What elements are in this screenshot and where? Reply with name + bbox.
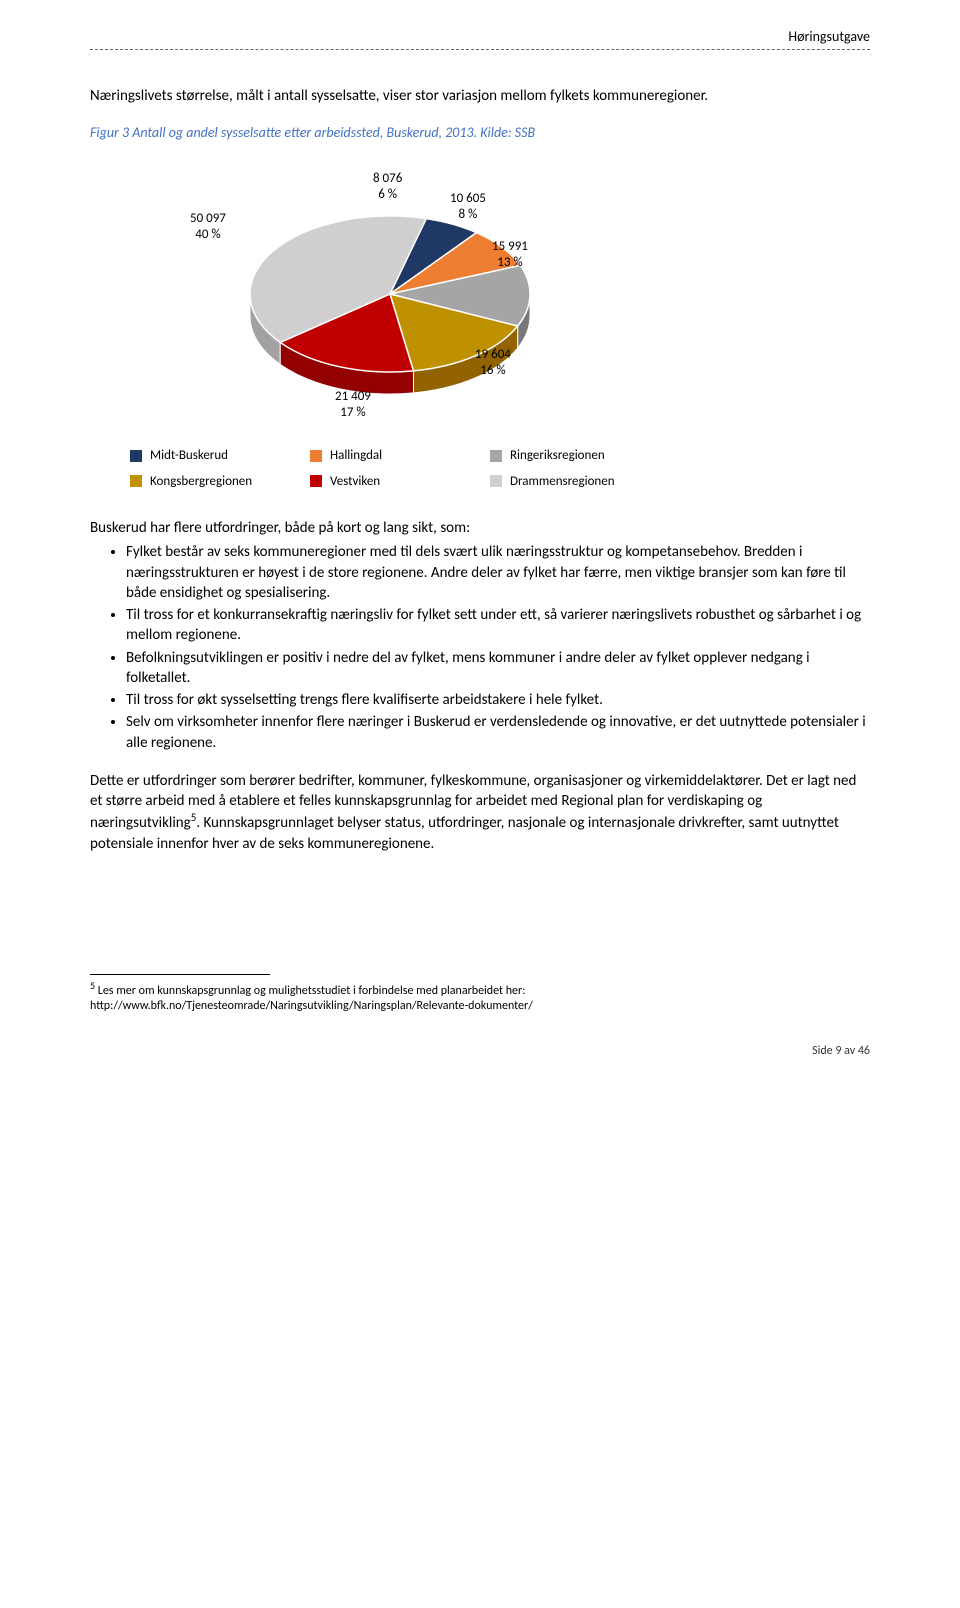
legend-item: Ringeriksregionen: [490, 447, 650, 465]
pie-label: 15 99113 %: [492, 239, 528, 272]
header-label: Høringsutgave: [90, 28, 870, 47]
legend-swatch: [490, 450, 502, 462]
legend-label: Vestviken: [330, 473, 380, 491]
intro-paragraph: Næringslivets størrelse, målt i antall s…: [90, 86, 870, 106]
pie-label: 8 0766 %: [373, 171, 402, 204]
pie-label: 19 60416 %: [475, 347, 511, 380]
footnote-text: Les mer om kunnskapsgrunnlag og mulighet…: [90, 984, 533, 1014]
closing-paragraph: Dette er utfordringer som berører bedrif…: [90, 771, 870, 854]
bullet-item: Selv om virksomheter innenfor flere næri…: [126, 712, 870, 753]
bullet-item: Til tross for økt sysselsetting trengs f…: [126, 690, 870, 710]
legend-label: Ringeriksregionen: [510, 447, 605, 465]
pie-label: 10 6058 %: [450, 191, 486, 224]
legend-swatch: [130, 475, 142, 487]
legend-swatch: [310, 475, 322, 487]
legend-label: Midt-Buskerud: [150, 447, 228, 465]
legend-label: Kongsbergregionen: [150, 473, 252, 491]
pie-label: 21 40917 %: [335, 389, 371, 422]
legend-label: Hallingdal: [330, 447, 382, 465]
legend-swatch: [490, 475, 502, 487]
legend-item: Kongsbergregionen: [130, 473, 290, 491]
legend-swatch: [130, 450, 142, 462]
subheading: Buskerud har flere utfordringer, både på…: [90, 518, 870, 538]
legend-item: Vestviken: [310, 473, 470, 491]
legend-swatch: [310, 450, 322, 462]
pie-stage: 8 0766 % 10 6058 %15 99113 % 19 60416 % 21 …: [130, 159, 650, 439]
pie-chart: 8 0766 % 10 6058 %15 99113 % 19 60416 % 21 …: [90, 159, 690, 490]
pie-label: 50 09740 %: [190, 211, 226, 244]
bullet-item: Fylket består av seks kommuneregioner me…: [126, 542, 870, 603]
figure-caption: Figur 3 Antall og andel sysselsatte ette…: [90, 124, 870, 143]
chart-legend: Midt-Buskerud Hallingdal Ringeriksregionen…: [130, 447, 650, 490]
footnote-divider: [90, 974, 270, 975]
legend-item: Hallingdal: [310, 447, 470, 465]
page-number: Side 9 av 46: [90, 1043, 870, 1059]
legend-item: Midt-Buskerud: [130, 447, 290, 465]
footnote: 5 Les mer om kunnskapsgrunnlag og muligh…: [90, 979, 870, 1015]
header-divider: [90, 49, 870, 50]
bullet-item: Befolkningsutviklingen er positiv i nedr…: [126, 648, 870, 689]
bullet-item: Til tross for et konkurransekraftig næri…: [126, 605, 870, 646]
para-tail: . Kunnskapsgrunnlaget belyser status, ut…: [90, 814, 839, 852]
legend-item: Drammensregionen: [490, 473, 650, 491]
legend-label: Drammensregionen: [510, 473, 615, 491]
bullet-list: Fylket består av seks kommuneregioner me…: [90, 542, 870, 753]
